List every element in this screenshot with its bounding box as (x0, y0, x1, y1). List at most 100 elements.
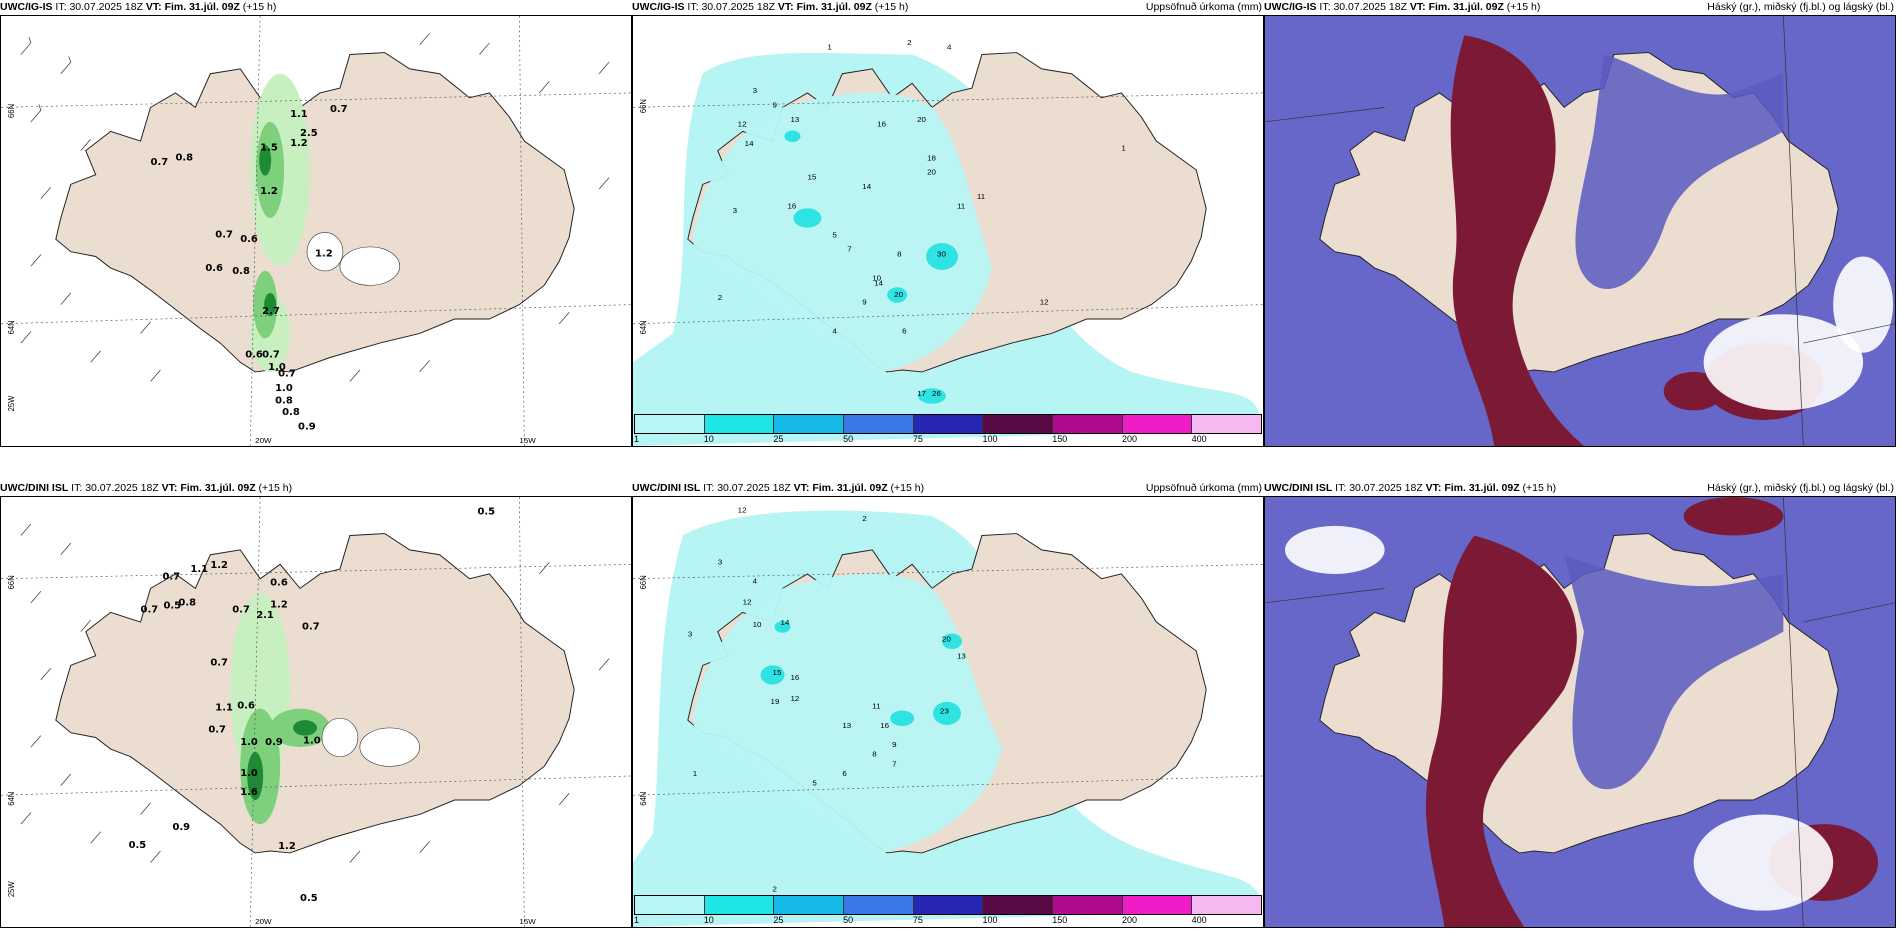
precip-map: 66N 64N 12 3 2 4 12 10 14 15 16 19 12 20… (633, 506, 1263, 927)
value-label: 0.5 (129, 840, 147, 851)
value-label: 1.0 (275, 383, 293, 394)
colorbar-swatch (1192, 415, 1262, 433)
value-label: 1.6 (240, 787, 258, 798)
lat-label-64n: 64N (7, 320, 16, 334)
panel-precip-igis: UWC/IG-IS IT: 30.07.2025 18Z VT: Fim. 31… (632, 0, 1264, 447)
value-label: 0.5 (300, 893, 318, 904)
value-labels: 12 3 2 4 12 10 14 15 16 19 12 20 13 23 1… (688, 506, 967, 894)
value-label: 0.7 (162, 572, 180, 583)
lat-label-66n: 66N (639, 99, 648, 113)
value-label: 0.6 (240, 234, 258, 245)
value-label: 2.1 (256, 610, 274, 621)
panel-precip-dini: UWC/DINI ISL IT: 30.07.2025 18Z VT: Fim.… (632, 481, 1264, 928)
colorbar-swatch (1053, 896, 1123, 914)
lat-label-25w: 25W (7, 395, 16, 411)
colorbar-tick: 150 (1052, 915, 1068, 925)
clear-area (1833, 256, 1894, 353)
colorbar-swatch (983, 896, 1054, 914)
map-frame: 66N 64N 12 3 2 4 12 10 14 15 16 19 12 20… (632, 496, 1264, 928)
value-label: 6 (902, 327, 907, 336)
panel-header: UWC/DINI ISL IT: 30.07.2025 18Z VT: Fim.… (1264, 482, 1557, 494)
value-label: 4 (753, 577, 758, 586)
lon-label-15w: 15W (519, 436, 536, 445)
value-label: 1.0 (303, 735, 321, 746)
colorbar-swatch (844, 896, 914, 914)
value-label: 18 (927, 153, 937, 162)
value-label: 16 (880, 721, 890, 730)
colorbar-tick: 200 (1121, 915, 1137, 925)
value-label: 0.7 (151, 157, 169, 168)
value-label: 4 (947, 43, 952, 52)
colorbar-tick: 10 (703, 915, 714, 925)
colorbar-swatch (913, 415, 984, 433)
value-label: 9 (862, 298, 866, 307)
precip-area-over-land (692, 92, 992, 372)
lat-label-66n: 66N (7, 104, 16, 118)
panel-header: UWC/DINI ISL IT: 30.07.2025 18Z VT: Fim.… (632, 482, 925, 494)
colorbar-swatch (1192, 896, 1262, 914)
value-label: 16 (791, 673, 801, 682)
grid-lines (1, 16, 631, 446)
panel-title: Háský (gr.), miðský (fj.bl.) og lágský (… (1707, 1, 1894, 13)
panel-header: UWC/IG-IS IT: 30.07.2025 18Z VT: Fim. 31… (1264, 1, 1541, 13)
colorbar-labels: 1 10 25 50 75 100 150 200 400 (634, 434, 1262, 446)
colorbar-swatch (844, 415, 914, 433)
value-label: 3 (718, 557, 723, 566)
value-label: 12 (738, 506, 747, 515)
colorbar-swatch (1122, 896, 1193, 914)
value-label: 0.8 (178, 598, 196, 609)
value-label: 16 (877, 120, 887, 129)
value-label: 16 (788, 202, 798, 211)
grid-lines (633, 564, 1263, 796)
value-label: 0.8 (232, 266, 250, 277)
value-label: 9 (773, 101, 777, 110)
precip-heavy-spots (784, 130, 958, 404)
lon-label-15w: 15W (519, 917, 536, 926)
value-label: 14 (781, 618, 791, 627)
panel-header: UWC/IG-IS IT: 30.07.2025 18Z VT: Fim. 31… (0, 1, 277, 13)
colorbar-tick: 150 (1052, 434, 1068, 444)
value-label: 19 (771, 697, 780, 706)
value-label: 0.8 (282, 407, 300, 418)
wind-map: 66N 64N 25W 20W 15W 1.1 0.7 0.7 0.8 1.5 … (1, 16, 631, 446)
value-label: 0.8 (275, 396, 293, 407)
colorbar-tick: 25 (773, 434, 784, 444)
lat-label-64n: 64N (639, 791, 648, 805)
map-frame: 66N 64N 25W 20W 15W 1.1 0.7 0.7 0.8 1.5 … (0, 15, 632, 447)
panel-clouds-dini: UWC/DINI ISL IT: 30.07.2025 18Z VT: Fim.… (1264, 481, 1896, 928)
value-label: 23 (940, 707, 950, 716)
panel-clouds-igis: UWC/IG-IS IT: 30.07.2025 18Z VT: Fim. 31… (1264, 0, 1896, 447)
value-label: 1.1 (190, 564, 208, 575)
value-label: 0.7 (141, 605, 159, 616)
value-label: 0.9 (265, 737, 283, 748)
value-label: 10 (872, 274, 882, 283)
high-cloud-band (1450, 35, 1584, 446)
colorbar-swatch (774, 896, 845, 914)
high-cloud-patch (1663, 371, 1724, 411)
map-boundaries (1265, 497, 1895, 927)
map-frame (1264, 496, 1896, 928)
map-frame: 66N 64N 1 2 4 3 9 13 12 14 16 20 18 20 1… (632, 15, 1264, 447)
grid-lines (633, 92, 1263, 325)
value-label: 11 (977, 192, 985, 201)
colorbar-swatch (913, 896, 984, 914)
colorbar-swatch (1053, 415, 1123, 433)
value-label: 8 (897, 250, 902, 259)
value-label: 3 (688, 630, 693, 639)
value-label: 1.0 (240, 737, 258, 748)
value-label: 10 (753, 620, 763, 629)
colorbar-swatch (704, 896, 775, 914)
value-label: 14 (862, 182, 872, 191)
lon-label-20w: 20W (255, 436, 272, 445)
colorbar (634, 895, 1262, 915)
colorbar-swatch (983, 415, 1054, 433)
precip-areas (230, 593, 420, 825)
colorbar-tick: 1 (634, 915, 640, 925)
value-label: 0.7 (232, 605, 250, 616)
lat-label-64n: 64N (639, 320, 648, 334)
value-label: 13 (791, 115, 801, 124)
value-label: 0.7 (210, 657, 228, 668)
value-label: 2.7 (262, 306, 280, 317)
value-label: 20 (917, 115, 927, 124)
value-label: 11 (957, 202, 965, 211)
